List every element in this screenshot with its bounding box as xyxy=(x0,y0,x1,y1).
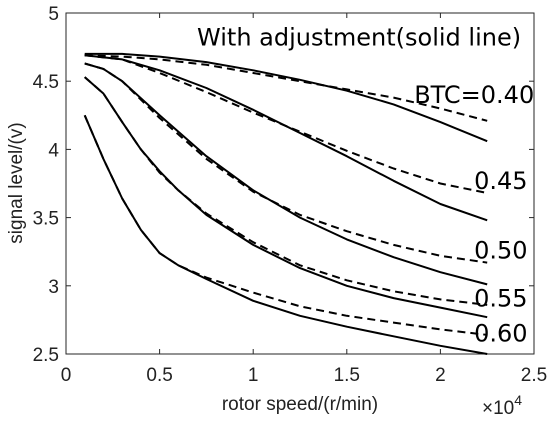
y-tick-label: 3.5 xyxy=(33,209,59,230)
x-tick-label: 0 xyxy=(61,365,72,386)
y-axis-ticks: 2.5 3 3.5 4 4.5 5 xyxy=(33,4,534,366)
x-exponent-power: 4 xyxy=(514,392,522,408)
annotation-label: 0.45 xyxy=(474,167,527,195)
annotation-label: 0.50 xyxy=(474,237,527,265)
x-axis-label: rotor speed/(r/min) xyxy=(222,394,378,415)
x-axis-exponent: ×104 xyxy=(482,392,522,419)
annotation-label: 0.55 xyxy=(474,284,527,312)
x-tick-label: 2.5 xyxy=(521,365,547,386)
x-tick-label: 1 xyxy=(248,365,259,386)
y-tick-label: 2.5 xyxy=(33,345,59,366)
x-exponent-base: ×10 xyxy=(482,398,514,419)
x-tick-label: 2 xyxy=(435,365,446,386)
series-line-dashed xyxy=(84,54,488,122)
series-layer xyxy=(83,52,488,355)
plot-area xyxy=(65,12,535,355)
annotation-label: With adjustment(solid line) xyxy=(197,24,521,52)
annotation-label: 0.60 xyxy=(474,320,527,348)
annotation-layer: With adjustment(solid line) BTC=0.40 0.45 0… xyxy=(197,24,534,348)
y-axis-label: signal level/(v) xyxy=(6,122,27,243)
series-line-dashed xyxy=(84,76,488,306)
series-line-dashed xyxy=(84,54,488,194)
series-line-solid xyxy=(84,62,488,286)
y-tick-label: 4 xyxy=(48,140,59,161)
series-line-dashed xyxy=(83,114,488,336)
y-tick-label: 3 xyxy=(48,277,59,298)
y-tick-label: 4.5 xyxy=(33,72,59,93)
annotation-label: BTC=0.40 xyxy=(414,81,534,109)
series-line-solid xyxy=(84,54,488,222)
x-tick-label: 0.5 xyxy=(146,365,172,386)
series-line-dashed xyxy=(84,62,488,264)
x-tick-label: 1.5 xyxy=(334,365,360,386)
series-line-solid xyxy=(84,52,488,143)
x-axis-ticks: 0 0.5 1 1.5 2 2.5 xyxy=(61,13,547,386)
y-tick-label: 5 xyxy=(48,4,59,25)
